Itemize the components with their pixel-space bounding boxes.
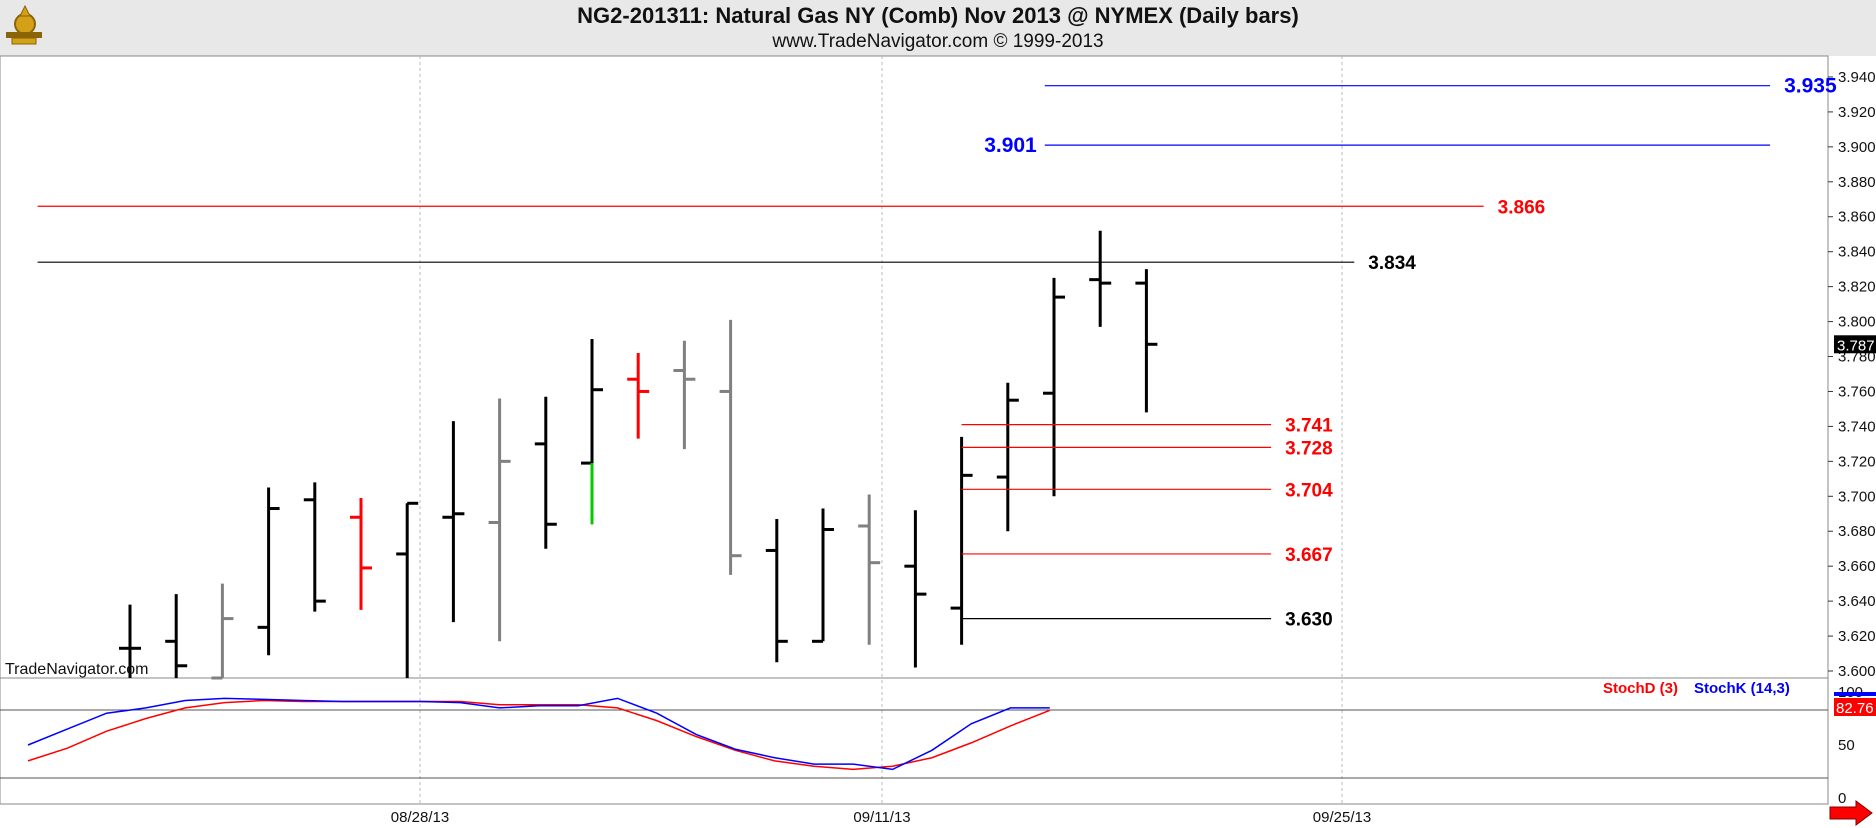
ohlc-bar: [627, 353, 650, 439]
ohlc-bar: [1089, 230, 1112, 327]
price-tick-label: 3.680: [1838, 523, 1876, 540]
trade-navigator-logo-icon: [6, 4, 42, 45]
price-tick-label: 3.620: [1838, 628, 1876, 645]
chart-subtitle: www.TradeNavigator.com © 1999-2013: [772, 31, 1104, 52]
level-label: 3.630: [1285, 610, 1333, 631]
price-tick-label: 3.880: [1838, 174, 1876, 191]
stoch-last-value-label: 82.76: [1836, 700, 1874, 717]
stoch-legend-label: StochD (3): [1603, 680, 1678, 697]
ohlc-bar: [719, 319, 742, 575]
stochastic-panel: 050100StochD (3)StochK (14,3)82.76: [27, 680, 1876, 807]
stoch-legend-label: StochK (14,3): [1694, 680, 1790, 697]
ohlc-bar: [996, 382, 1019, 532]
last-price-label: 3.787: [1837, 337, 1875, 354]
date-axis: 08/28/13 09/11/13 09/25/13: [391, 809, 1371, 826]
ohlc-bar: [350, 498, 372, 610]
price-tick-label: 3.720: [1838, 453, 1876, 470]
chart-grid: [0, 55, 1829, 805]
stoch-k-marker: [1834, 692, 1876, 696]
stoch-last-value-box: [1834, 698, 1876, 716]
date-tick-label: 08/28/13: [391, 809, 449, 826]
ohlc-bar: [211, 583, 234, 680]
stoch-tick-label: 50: [1838, 737, 1855, 754]
ohlc-bar: [442, 421, 465, 623]
price-tick-label: 3.820: [1838, 279, 1876, 296]
watermark-label: TradeNavigator.com: [5, 661, 148, 678]
ohlc-bar: [119, 604, 141, 678]
price-tick-label: 3.600: [1838, 663, 1876, 680]
date-tick-label: 09/25/13: [1313, 809, 1371, 826]
stoch-series-line: [27, 699, 1051, 771]
price-axis: 3.600 3.620 3.640 3.660 3.680 3.700 3.720 3.740…: [1828, 69, 1876, 680]
price-tick-label: 3.940: [1838, 69, 1876, 86]
level-label: 3.741: [1285, 416, 1333, 437]
chart-title: NG2-201311: Natural Gas NY (Comb) Nov 20…: [577, 3, 1299, 28]
ohlc-bar: [257, 487, 280, 656]
price-tick-label: 3.840: [1838, 244, 1876, 261]
level-label: 3.704: [1285, 480, 1333, 501]
ohlc-bar: [1043, 277, 1065, 497]
ohlc-bar: [1135, 269, 1158, 413]
price-plot-area: [119, 230, 1158, 680]
ohlc-bar: [396, 501, 419, 678]
ohlc-bar: [904, 510, 927, 668]
chart-header: [0, 0, 1876, 56]
ohlc-bar: [581, 339, 603, 525]
ohlc-bar: [812, 508, 834, 643]
ohlc-bar: [858, 494, 881, 645]
ohlc-bar: [950, 436, 973, 645]
ohlc-bar: [765, 519, 788, 663]
price-tick-label: 3.900: [1838, 139, 1876, 156]
ohlc-bar: [534, 396, 557, 549]
date-tick-label: 09/11/13: [853, 809, 910, 826]
price-tick-label: 3.640: [1838, 593, 1876, 610]
level-label: 3.834: [1368, 253, 1416, 274]
price-tick-label: 3.700: [1838, 488, 1876, 505]
stoch-tick-label: 0: [1838, 790, 1846, 807]
last-price-box: [1834, 335, 1876, 354]
level-label: 3.728: [1285, 438, 1333, 459]
scroll-right-arrow-icon[interactable]: [1829, 800, 1873, 826]
price-tick-label: 3.800: [1838, 314, 1876, 331]
price-tick-label: 3.760: [1838, 383, 1876, 400]
ohlc-bar: [303, 482, 326, 612]
ohlc-bar: [488, 398, 511, 642]
ohlc-bar: [673, 340, 696, 450]
ohlc-bar: [165, 594, 188, 678]
stoch-series-line: [27, 697, 1050, 771]
level-label: 3.667: [1285, 545, 1333, 566]
price-tick-label: 3.860: [1838, 209, 1876, 226]
level-label: 3.866: [1498, 197, 1546, 218]
price-tick-label: 3.920: [1838, 104, 1876, 121]
price-tick-label: 3.660: [1838, 558, 1876, 575]
level-label: 3.935: [1784, 75, 1837, 98]
stoch-panel-frame: [0, 677, 1829, 805]
price-tick-label: 3.740: [1838, 418, 1876, 435]
level-label: 3.901: [984, 134, 1037, 157]
